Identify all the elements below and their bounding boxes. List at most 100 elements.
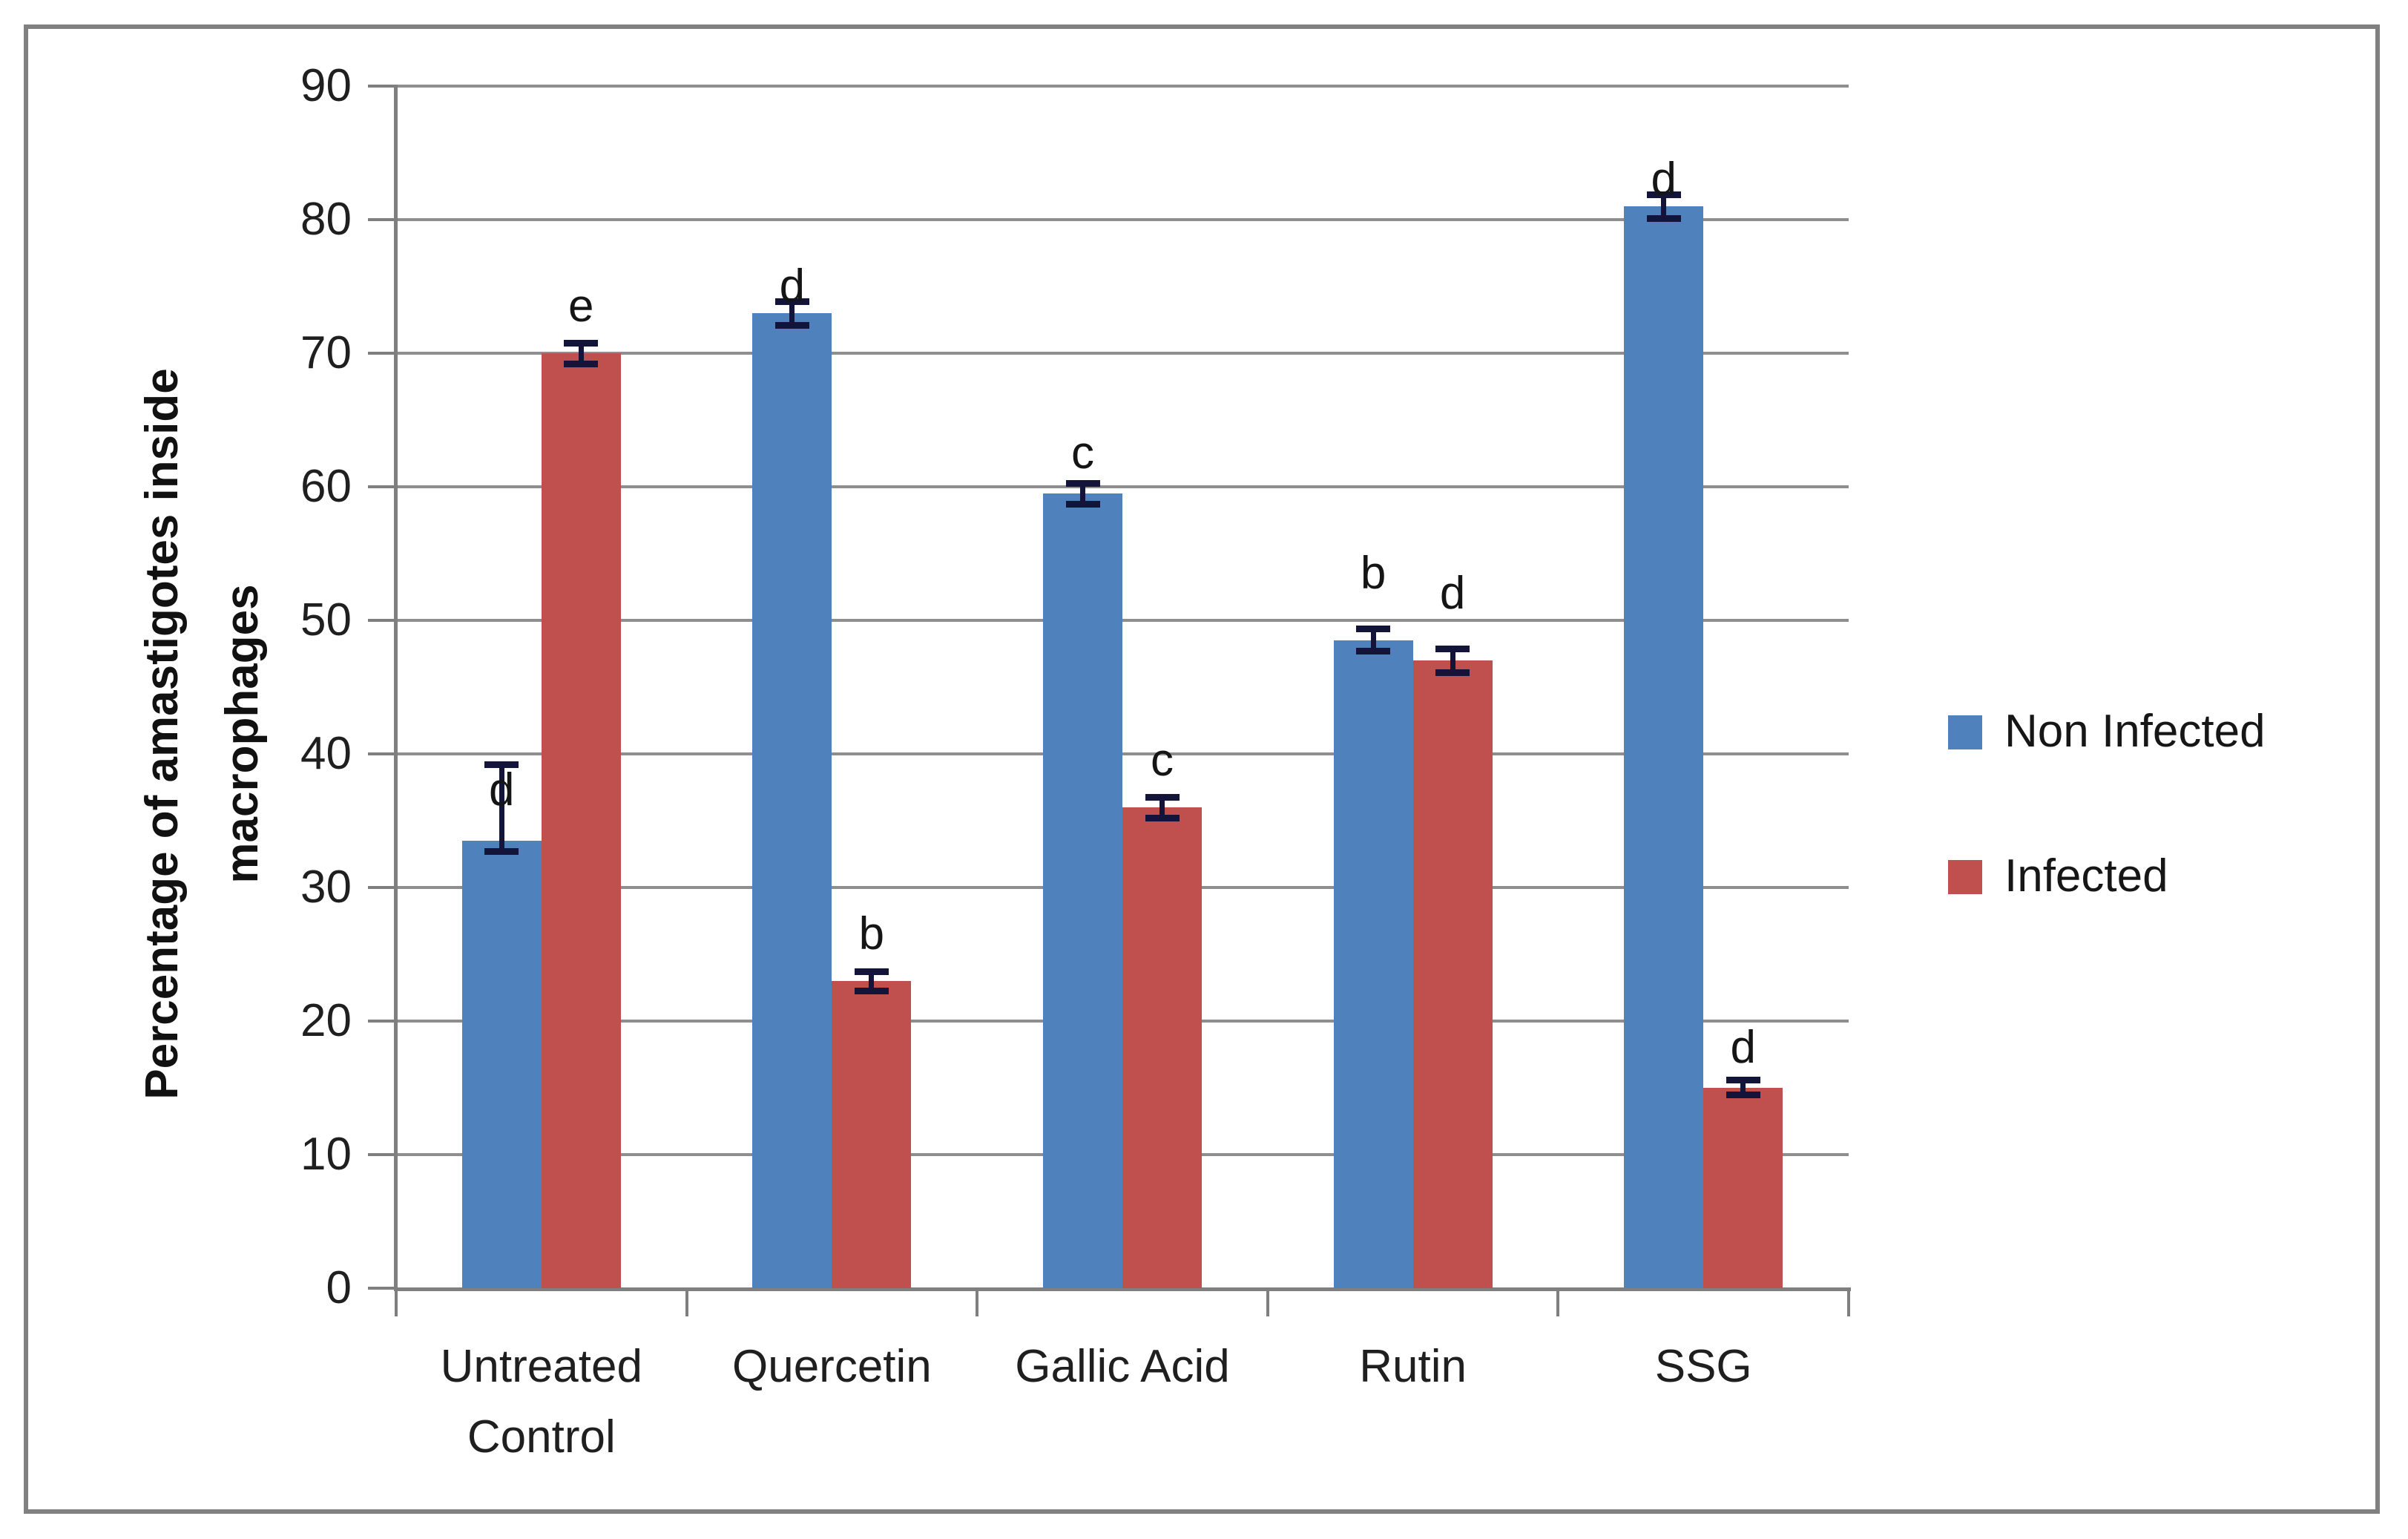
y-tick-20 — [368, 1020, 396, 1023]
error-bar-gallic-acid-1 — [1159, 796, 1165, 818]
y-tick-label-0: 0 — [326, 1262, 352, 1313]
sig-letter-quercetin-0: d — [779, 260, 806, 312]
gridline-40 — [396, 752, 1849, 755]
error-bar-untreated-control-1 — [578, 342, 584, 364]
error-cap-top-quercetin-1 — [854, 968, 889, 976]
error-cap-bottom-untreated-control-0 — [484, 848, 519, 856]
y-tick-0 — [368, 1287, 396, 1290]
error-cap-top-gallic-acid-0 — [1065, 479, 1100, 487]
sig-letter-rutin-1: d — [1439, 568, 1466, 619]
y-tick-30 — [368, 886, 396, 889]
legend-label: Non Infected — [2004, 706, 2266, 757]
error-cap-top-untreated-control-1 — [564, 339, 599, 347]
y-tick-60 — [368, 485, 396, 488]
y-axis-title-line-1: Percentage of amastigotes inside — [136, 368, 188, 1100]
gridline-90 — [396, 85, 1849, 88]
error-cap-bottom-rutin-0 — [1356, 648, 1391, 655]
y-tick-80 — [368, 218, 396, 221]
x-tick-2 — [976, 1288, 979, 1316]
y-tick-label-50: 50 — [300, 594, 352, 646]
y-tick-40 — [368, 752, 396, 755]
bar-infected-rutin — [1412, 660, 1493, 1288]
sig-letter-untreated-control-0: d — [489, 764, 515, 816]
error-cap-top-ssg-0 — [1646, 191, 1681, 198]
x-axis-label-line: Control — [467, 1411, 616, 1463]
bar-non-infected-quercetin — [752, 313, 832, 1288]
error-cap-bottom-gallic-acid-1 — [1145, 815, 1180, 822]
sig-letter-ssg-0: d — [1651, 154, 1677, 205]
error-bar-rutin-0 — [1370, 628, 1376, 652]
bar-infected-ssg — [1703, 1088, 1783, 1288]
y-tick-label-10: 10 — [300, 1129, 352, 1180]
error-cap-bottom-quercetin-0 — [774, 322, 809, 329]
y-tick-90 — [368, 85, 396, 88]
y-tick-label-70: 70 — [300, 327, 352, 378]
sig-letter-gallic-acid-1: c — [1151, 735, 1174, 786]
x-axis-label-rutin: Rutin — [1359, 1331, 1467, 1402]
error-bar-untreated-control-0 — [499, 764, 504, 852]
figure-border: Percentage of amastigotes inside macroph… — [24, 24, 2380, 1514]
gridline-80 — [396, 218, 1849, 221]
gridline-50 — [396, 619, 1849, 622]
x-axis-label-line: SSG — [1654, 1341, 1752, 1392]
error-cap-top-ssg-1 — [1726, 1077, 1760, 1084]
bar-non-infected-gallic-acid — [1043, 493, 1122, 1288]
x-tick-1 — [685, 1288, 688, 1316]
x-tick-5 — [1847, 1288, 1850, 1316]
y-tick-label-90: 90 — [300, 60, 352, 111]
error-cap-top-untreated-control-0 — [484, 761, 519, 769]
y-tick-label-80: 80 — [300, 194, 352, 245]
y-tick-label-60: 60 — [300, 461, 352, 512]
sig-letter-rutin-0: b — [1360, 548, 1386, 599]
error-cap-top-rutin-0 — [1356, 625, 1391, 632]
error-cap-top-gallic-acid-1 — [1145, 793, 1180, 801]
y-tick-label-30: 30 — [300, 862, 352, 913]
x-axis-label-gallic-acid: Gallic Acid — [1015, 1331, 1229, 1402]
bar-non-infected-untreated-control — [461, 841, 542, 1288]
error-cap-top-rutin-1 — [1435, 645, 1470, 652]
x-axis-label-ssg: SSG — [1655, 1331, 1752, 1402]
bar-infected-gallic-acid — [1122, 807, 1202, 1288]
x-axis-label-quercetin: Quercetin — [732, 1331, 932, 1402]
sig-letter-untreated-control-1: e — [568, 280, 594, 332]
gridline-60 — [396, 485, 1849, 488]
error-cap-top-quercetin-0 — [774, 298, 809, 305]
error-bar-ssg-0 — [1661, 194, 1667, 219]
x-axis-label-untreated-control: Untreated Control — [441, 1331, 642, 1472]
y-tick-50 — [368, 619, 396, 622]
error-cap-bottom-untreated-control-1 — [564, 361, 599, 368]
bar-non-infected-ssg — [1624, 206, 1704, 1288]
error-cap-bottom-ssg-0 — [1646, 215, 1681, 223]
error-bar-ssg-1 — [1740, 1080, 1746, 1095]
gridline-70 — [396, 352, 1849, 355]
bar-infected-quercetin — [832, 981, 912, 1288]
error-bar-rutin-1 — [1450, 648, 1455, 673]
sig-letter-ssg-1: d — [1730, 1022, 1756, 1073]
x-axis-label-line: Untreated — [440, 1341, 642, 1392]
x-axis-label-line: Gallic Acid — [1015, 1341, 1230, 1392]
error-bar-quercetin-0 — [789, 301, 795, 326]
x-axis-label-line: Rutin — [1359, 1341, 1467, 1392]
y-tick-label-20: 20 — [300, 995, 352, 1046]
y-tick-10 — [368, 1153, 396, 1156]
legend-swatch-icon — [1948, 715, 1982, 749]
y-tick-label-40: 40 — [300, 728, 352, 779]
y-axis-line — [394, 85, 398, 1291]
sig-letter-gallic-acid-0: c — [1071, 427, 1094, 479]
error-cap-bottom-gallic-acid-0 — [1065, 501, 1100, 508]
legend-swatch-icon — [1948, 860, 1982, 894]
y-tick-70 — [368, 352, 396, 355]
error-cap-bottom-ssg-1 — [1726, 1092, 1760, 1098]
error-cap-bottom-rutin-1 — [1435, 669, 1470, 677]
error-cap-bottom-quercetin-1 — [854, 987, 889, 994]
sig-letter-quercetin-1: b — [858, 908, 885, 959]
x-tick-0 — [395, 1288, 398, 1316]
x-axis-label-line: Quercetin — [731, 1341, 932, 1392]
bar-infected-untreated-control — [541, 353, 621, 1288]
error-bar-quercetin-1 — [869, 971, 875, 991]
error-bar-gallic-acid-0 — [1080, 482, 1085, 505]
x-axis-line — [394, 1287, 1851, 1291]
x-tick-4 — [1556, 1288, 1560, 1316]
x-tick-3 — [1266, 1288, 1269, 1316]
